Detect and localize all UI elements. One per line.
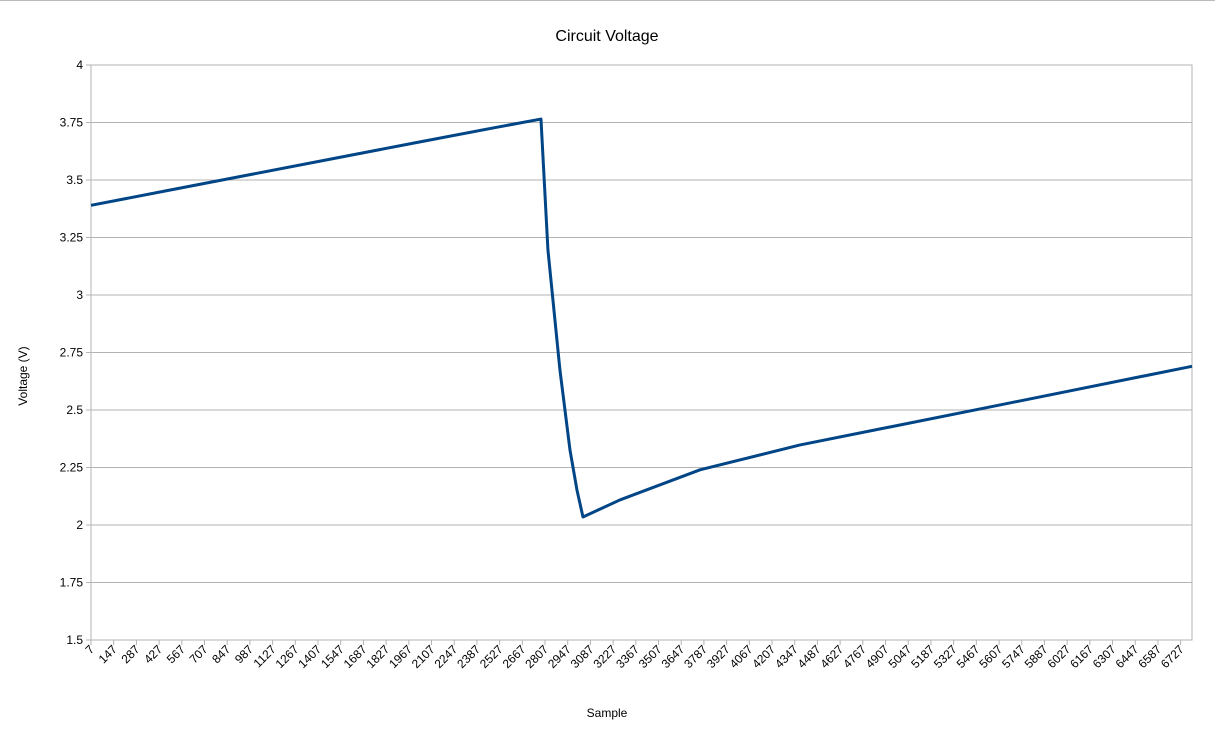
y-tick-label: 2.5 xyxy=(66,403,83,417)
y-tick-label: 1.5 xyxy=(66,633,83,647)
x-tick-label: 1407 xyxy=(295,642,324,671)
x-tick-label: 5607 xyxy=(976,642,1005,671)
x-tick-label: 3227 xyxy=(590,642,619,671)
x-tick-label: 5467 xyxy=(954,642,983,671)
x-tick-label: 3787 xyxy=(681,642,710,671)
y-tick-label: 2.25 xyxy=(60,461,84,475)
x-tick-label: 4907 xyxy=(863,642,892,671)
x-tick-label: 4067 xyxy=(727,642,756,671)
x-tick-label: 1827 xyxy=(363,642,392,671)
y-tick-label: 3 xyxy=(76,288,83,302)
x-tick-label: 2387 xyxy=(454,642,483,671)
x-tick-label: 6307 xyxy=(1090,642,1119,671)
data-line xyxy=(90,117,1193,519)
x-tick-label: 1267 xyxy=(273,642,302,671)
x-tick-label: 6447 xyxy=(1113,642,1142,671)
y-tick-label: 4 xyxy=(76,58,83,72)
x-tick-label: 6727 xyxy=(1158,642,1187,671)
x-tick-label: 5187 xyxy=(908,642,937,671)
x-tick-label: 2107 xyxy=(409,642,438,671)
x-tick-label: 3647 xyxy=(659,642,688,671)
x-tick-label: 147 xyxy=(96,642,120,666)
x-tick-label: 4347 xyxy=(772,642,801,671)
chart-title: Circuit Voltage xyxy=(555,28,658,45)
x-tick-label: 2667 xyxy=(500,642,529,671)
x-tick-label: 1547 xyxy=(318,642,347,671)
y-tick-label: 1.75 xyxy=(60,576,84,590)
y-tick-label: 3.75 xyxy=(60,116,84,130)
x-tick-label: 6587 xyxy=(1135,642,1164,671)
x-tick-label: 6167 xyxy=(1067,642,1096,671)
y-tick-label: 2 xyxy=(76,518,83,532)
x-tick-label: 427 xyxy=(141,642,165,666)
x-tick-label: 1127 xyxy=(251,642,279,670)
x-tick-label: 3367 xyxy=(613,642,642,671)
x-tick-label: 2947 xyxy=(545,642,574,671)
x-tick-label: 3507 xyxy=(636,642,665,671)
x-tick-label: 2807 xyxy=(522,642,551,671)
y-tick-label: 2.75 xyxy=(60,346,84,360)
x-tick-label: 707 xyxy=(187,642,211,666)
x-tick-label: 3087 xyxy=(568,642,597,671)
x-tick-label: 4207 xyxy=(749,642,778,671)
x-tick-label: 2527 xyxy=(477,642,506,671)
x-tick-label: 4627 xyxy=(817,642,846,671)
x-tick-label: 847 xyxy=(209,642,233,666)
x-tick-label: 4487 xyxy=(795,642,824,671)
x-tick-label: 287 xyxy=(118,642,142,666)
plot-frame xyxy=(90,64,1193,641)
x-tick-label: 7 xyxy=(82,642,97,657)
x-tick-label: 2247 xyxy=(432,642,461,671)
y-axis-label: Voltage (V) xyxy=(16,346,30,405)
y-tick-label: 3.25 xyxy=(60,231,84,245)
x-tick-label: 5327 xyxy=(931,642,960,671)
x-tick-label: 567 xyxy=(164,642,188,666)
x-tick-label: 5887 xyxy=(1022,642,1051,671)
x-tick-label: 5047 xyxy=(886,642,915,671)
x-tick-label: 1967 xyxy=(386,642,415,671)
x-axis-label: Sample xyxy=(587,706,628,720)
y-tick-label: 3.5 xyxy=(66,173,83,187)
x-tick-label: 5747 xyxy=(999,642,1028,671)
x-tick-label: 6027 xyxy=(1044,642,1073,671)
x-tick-label: 3927 xyxy=(704,642,733,671)
x-tick-label: 1687 xyxy=(341,642,370,671)
x-tick-label: 4767 xyxy=(840,642,869,671)
